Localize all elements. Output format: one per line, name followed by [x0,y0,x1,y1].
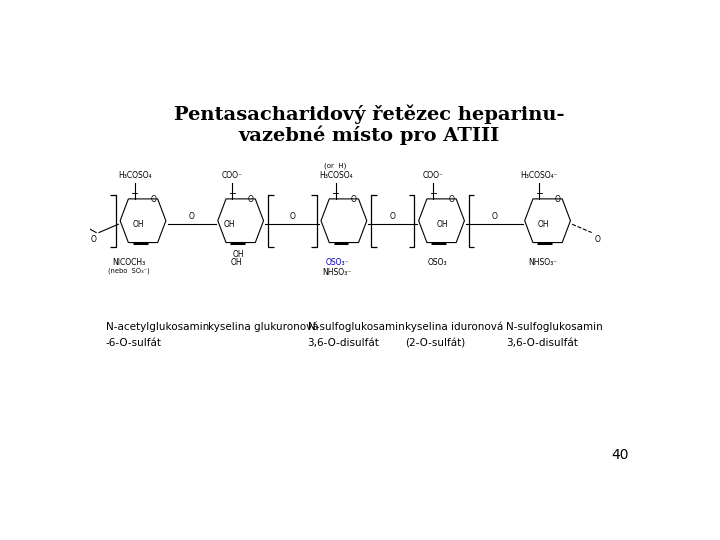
Text: O: O [595,234,600,244]
Text: NHSO₃⁻: NHSO₃⁻ [323,267,351,276]
Text: O: O [90,234,96,244]
Text: O: O [248,195,253,204]
Text: N-sulfoglukosamin: N-sulfoglukosamin [307,322,405,332]
Text: -6-O-sulfát: -6-O-sulfát [106,339,161,348]
Text: H₃COSO₄: H₃COSO₄ [319,171,353,180]
Text: OSO₃: OSO₃ [427,258,447,267]
Text: 40: 40 [611,448,629,462]
Text: O: O [289,212,295,221]
Text: Pentasacharidový řetězec heparinu-: Pentasacharidový řetězec heparinu- [174,105,564,124]
Text: kyselina glukuronová: kyselina glukuronová [208,321,319,332]
Text: O: O [189,212,195,221]
Text: vazebné místo pro ATIII: vazebné místo pro ATIII [238,126,500,145]
Text: OH: OH [230,258,242,267]
Text: (nebo  SO₃⁻): (nebo SO₃⁻) [109,267,150,274]
Text: H₃COSO₄: H₃COSO₄ [118,171,152,180]
Text: N-acetylglukosamin: N-acetylglukosamin [106,322,209,332]
Text: OH: OH [233,249,244,259]
Text: OH: OH [132,220,144,229]
Text: 3,6-O-disulfát: 3,6-O-disulfát [505,339,577,348]
Text: O: O [554,195,561,204]
Text: O: O [492,212,498,221]
Text: OH: OH [223,220,235,229]
Text: 3,6-O-disulfát: 3,6-O-disulfát [307,339,379,348]
Text: kyselina iduronová: kyselina iduronová [405,321,503,332]
Text: NlCOCH₃: NlCOCH₃ [112,258,146,267]
Text: O: O [351,195,357,204]
Text: COO⁻: COO⁻ [423,171,444,180]
Text: O: O [390,212,396,221]
Text: N-sulfoglukosamin: N-sulfoglukosamin [505,322,603,332]
Text: OH: OH [537,220,549,229]
Text: (2-O-sulfát): (2-O-sulfát) [405,339,466,348]
Text: COO⁻: COO⁻ [222,171,243,180]
Text: (or  H): (or H) [325,163,347,169]
Text: OH: OH [437,220,449,229]
Text: O: O [150,195,156,204]
Text: OSO₃⁻: OSO₃⁻ [325,258,348,267]
Text: O: O [449,195,454,204]
Text: H₃COSO₄⁻: H₃COSO₄⁻ [521,171,558,180]
Text: NHSO₃⁻: NHSO₃⁻ [528,258,557,267]
